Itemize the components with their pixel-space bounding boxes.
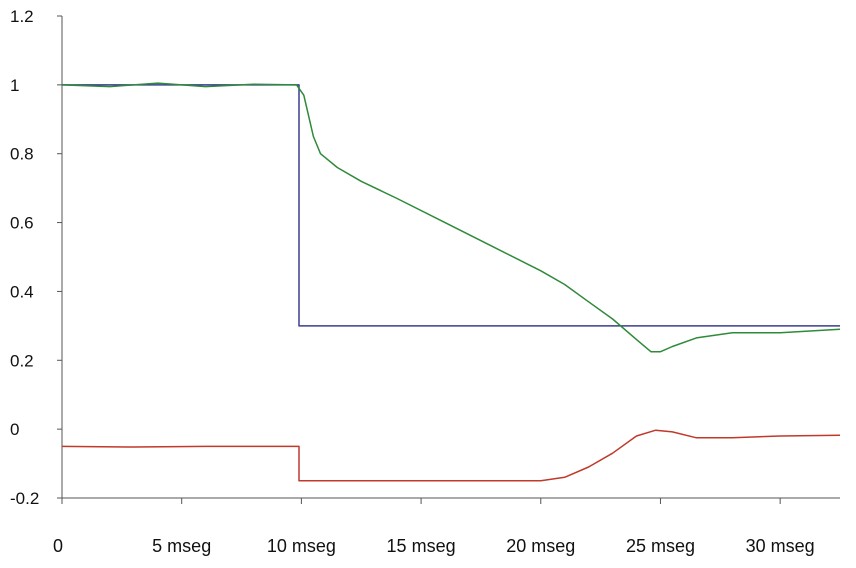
y-tick-label: -0.2 bbox=[10, 489, 39, 508]
y-axis-ticks: 1.2 1 0.8 0.6 0.4 0.2 0 -0.2 bbox=[10, 7, 62, 508]
x-tick-label: 5 mseg bbox=[152, 536, 211, 556]
x-tick-label: 0 bbox=[53, 536, 63, 556]
x-axis-ticks: 0 5 mseg 10 mseg 15 mseg 20 mseg 25 mseg 30 ms… bbox=[53, 498, 815, 556]
y-tick-label: 1 bbox=[10, 76, 19, 95]
axes bbox=[61, 16, 840, 499]
series-line-2 bbox=[61, 82, 841, 353]
y-tick-label: 0.8 bbox=[10, 145, 34, 164]
series-line-1 bbox=[62, 84, 840, 327]
y-tick-label: 0.4 bbox=[10, 282, 34, 301]
x-tick-label: 20 mseg bbox=[506, 536, 575, 556]
series-line-3 bbox=[61, 429, 841, 482]
series-lines bbox=[61, 82, 841, 482]
x-tick-label: 15 mseg bbox=[387, 536, 456, 556]
x-tick-label: 30 mseg bbox=[746, 536, 815, 556]
y-tick-label: 0 bbox=[10, 420, 19, 439]
y-tick-label: 0.2 bbox=[10, 351, 34, 370]
y-tick-label: 1.2 bbox=[10, 7, 34, 26]
x-tick-label: 10 mseg bbox=[267, 536, 336, 556]
x-tick-label: 25 mseg bbox=[626, 536, 695, 556]
y-tick-label: 0.6 bbox=[10, 214, 34, 233]
